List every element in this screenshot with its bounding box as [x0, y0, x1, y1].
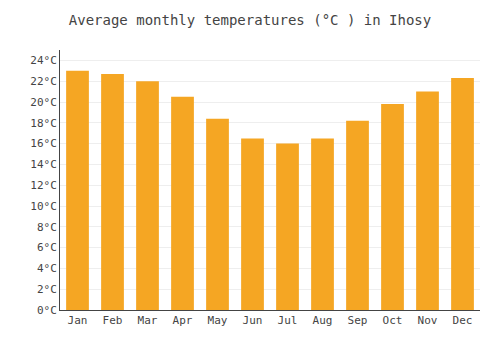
svg-text:Apr: Apr — [173, 314, 193, 327]
svg-text:Nov: Nov — [418, 314, 438, 327]
svg-text:12°C: 12°C — [30, 179, 57, 192]
svg-text:10°C: 10°C — [30, 200, 57, 213]
svg-text:Feb: Feb — [103, 314, 123, 327]
svg-text:Dec: Dec — [453, 314, 473, 327]
svg-text:20°C: 20°C — [30, 96, 57, 109]
svg-text:Jan: Jan — [68, 314, 88, 327]
svg-text:16°C: 16°C — [30, 137, 57, 150]
svg-text:14°C: 14°C — [30, 158, 57, 171]
svg-text:Average monthly temperatures (: Average monthly temperatures (°C ) in Ih… — [69, 12, 431, 28]
svg-text:Jul: Jul — [278, 314, 298, 327]
svg-text:May: May — [208, 314, 228, 327]
svg-text:2°C: 2°C — [37, 283, 57, 296]
svg-text:Sep: Sep — [348, 314, 368, 327]
svg-text:Aug: Aug — [313, 314, 333, 327]
svg-text:Jun: Jun — [243, 314, 263, 327]
svg-text:24°C: 24°C — [30, 54, 57, 67]
svg-text:18°C: 18°C — [30, 117, 57, 130]
svg-text:22°C: 22°C — [30, 75, 57, 88]
svg-text:4°C: 4°C — [37, 262, 57, 275]
svg-text:6°C: 6°C — [37, 241, 57, 254]
svg-text:0°C: 0°C — [37, 304, 57, 317]
svg-text:Oct: Oct — [383, 314, 403, 327]
svg-text:Mar: Mar — [138, 314, 158, 327]
svg-text:8°C: 8°C — [37, 221, 57, 234]
